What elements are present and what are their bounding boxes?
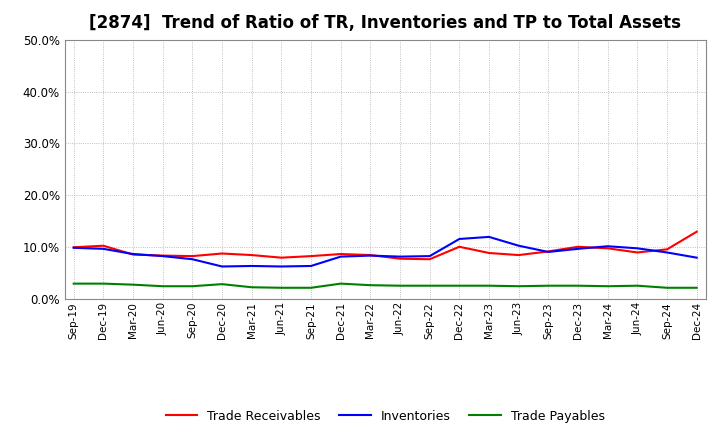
Trade Receivables xyxy=(188,253,197,259)
Trade Receivables xyxy=(336,251,345,257)
Inventories xyxy=(662,250,671,255)
Trade Receivables xyxy=(99,243,108,248)
Trade Receivables xyxy=(514,253,523,258)
Trade Payables xyxy=(366,282,374,288)
Trade Receivables xyxy=(158,253,167,258)
Inventories xyxy=(307,263,315,268)
Trade Payables xyxy=(514,284,523,289)
Trade Receivables xyxy=(396,256,405,261)
Inventories xyxy=(574,246,582,252)
Trade Receivables xyxy=(426,257,434,262)
Inventories xyxy=(158,253,167,259)
Trade Receivables xyxy=(633,250,642,255)
Trade Payables xyxy=(129,282,138,287)
Legend: Trade Receivables, Inventories, Trade Payables: Trade Receivables, Inventories, Trade Pa… xyxy=(161,405,610,428)
Trade Payables xyxy=(693,285,701,290)
Inventories xyxy=(633,246,642,251)
Inventories xyxy=(455,236,464,242)
Trade Payables xyxy=(485,283,493,288)
Trade Receivables xyxy=(603,246,612,251)
Inventories xyxy=(366,253,374,258)
Trade Receivables xyxy=(69,245,78,250)
Trade Receivables xyxy=(693,229,701,235)
Inventories xyxy=(544,249,553,255)
Inventories xyxy=(485,234,493,239)
Trade Payables xyxy=(217,282,226,287)
Title: [2874]  Trend of Ratio of TR, Inventories and TP to Total Assets: [2874] Trend of Ratio of TR, Inventories… xyxy=(89,15,681,33)
Trade Receivables xyxy=(544,249,553,254)
Trade Payables xyxy=(307,285,315,290)
Trade Receivables xyxy=(248,253,256,258)
Trade Payables xyxy=(277,285,286,290)
Trade Payables xyxy=(574,283,582,288)
Inventories xyxy=(693,255,701,260)
Trade Payables xyxy=(603,284,612,289)
Inventories xyxy=(248,263,256,268)
Trade Receivables xyxy=(662,247,671,252)
Trade Payables xyxy=(336,281,345,286)
Trade Payables xyxy=(426,283,434,288)
Trade Receivables xyxy=(366,253,374,258)
Trade Receivables xyxy=(307,253,315,259)
Inventories xyxy=(129,251,138,257)
Trade Payables xyxy=(69,281,78,286)
Inventories xyxy=(514,243,523,248)
Trade Payables xyxy=(248,285,256,290)
Inventories xyxy=(217,264,226,269)
Line: Inventories: Inventories xyxy=(73,237,697,267)
Trade Payables xyxy=(455,283,464,288)
Trade Payables xyxy=(662,285,671,290)
Trade Payables xyxy=(633,283,642,288)
Line: Trade Payables: Trade Payables xyxy=(73,284,697,288)
Inventories xyxy=(188,257,197,262)
Trade Receivables xyxy=(574,244,582,249)
Trade Receivables xyxy=(129,252,138,257)
Trade Receivables xyxy=(485,250,493,256)
Inventories xyxy=(277,264,286,269)
Inventories xyxy=(99,246,108,252)
Inventories xyxy=(396,254,405,259)
Trade Payables xyxy=(188,284,197,289)
Inventories xyxy=(69,245,78,250)
Trade Receivables xyxy=(217,251,226,256)
Inventories xyxy=(336,254,345,259)
Trade Payables xyxy=(99,281,108,286)
Trade Payables xyxy=(158,284,167,289)
Inventories xyxy=(426,253,434,259)
Line: Trade Receivables: Trade Receivables xyxy=(73,232,697,259)
Trade Payables xyxy=(544,283,553,288)
Trade Payables xyxy=(396,283,405,288)
Trade Receivables xyxy=(277,255,286,260)
Inventories xyxy=(603,244,612,249)
Trade Receivables xyxy=(455,244,464,249)
